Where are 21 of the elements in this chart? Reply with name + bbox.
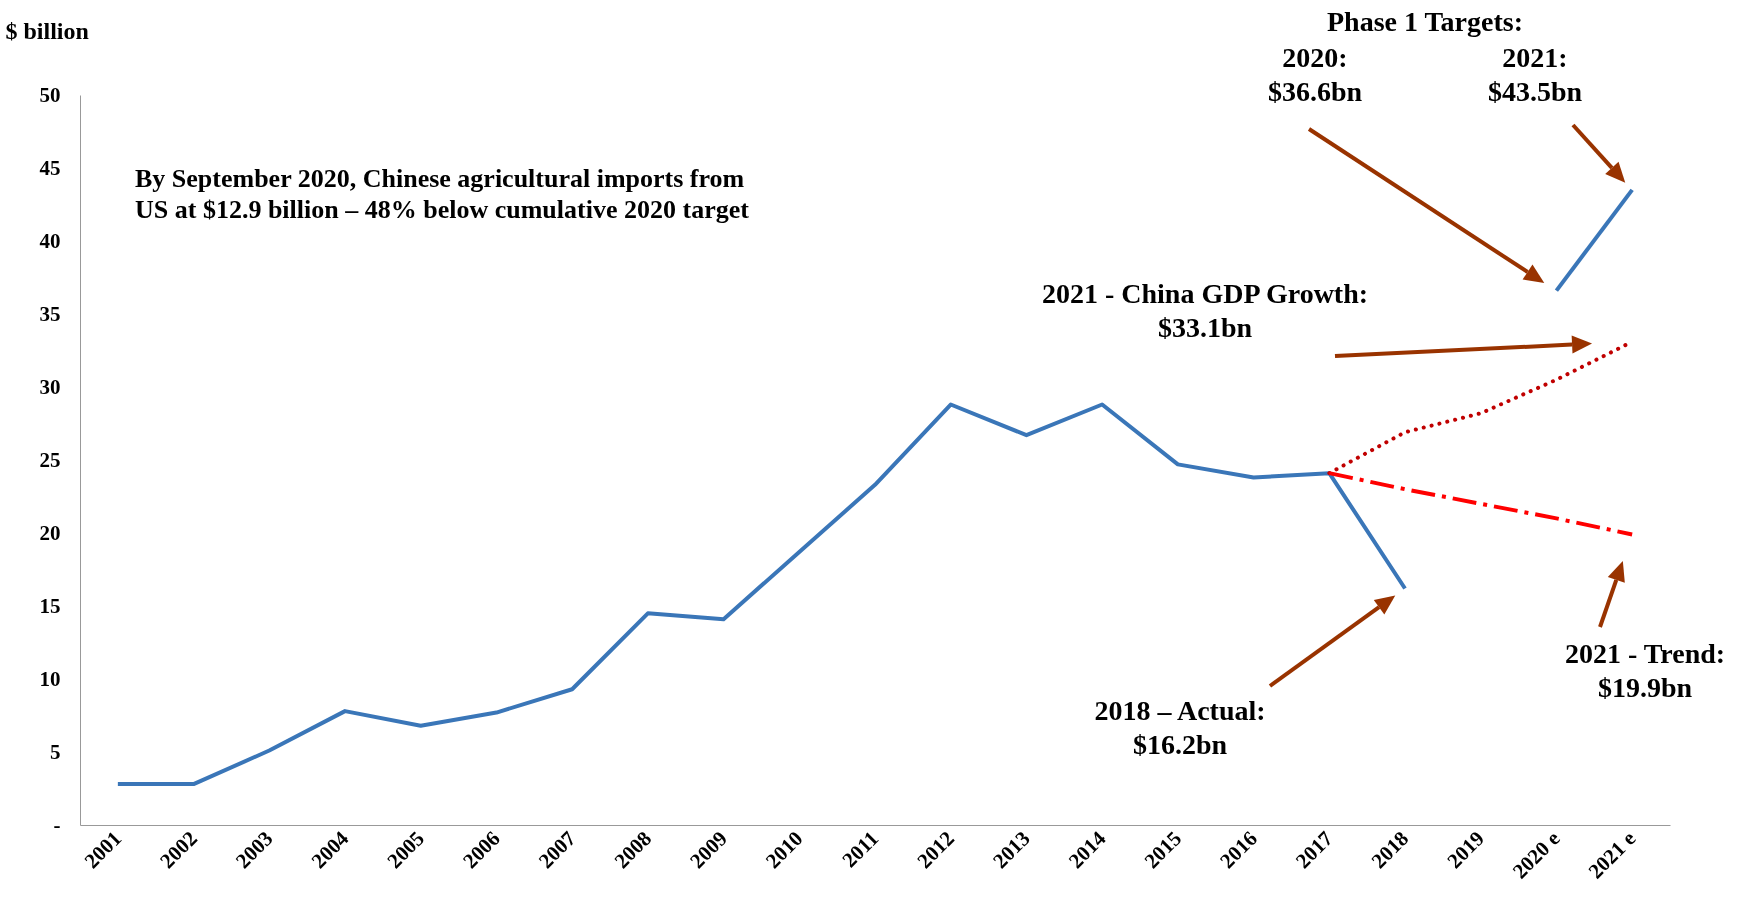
y-tick-label: 15 <box>39 593 61 618</box>
line-series <box>1327 471 1635 537</box>
annotation: By September 2020, Chinese agricultural imports from US at $12.9 billion – 48% below cumulative 2020 target <box>135 164 750 225</box>
y-tick-label: 40 <box>39 228 61 253</box>
annotation: 2021 - Trend: $19.9bn <box>1564 638 1726 703</box>
y-tick-label: 20 <box>39 520 61 545</box>
text: Phase 1 Targets: <box>1327 6 1523 37</box>
y-tick-label: 10 <box>39 666 61 691</box>
y-tick-label: 35 <box>39 301 61 326</box>
y-axis-title: $ billion <box>5 17 89 44</box>
y-tick-label: - <box>53 812 61 837</box>
annotation: 2021: $43.5bn <box>1487 42 1583 107</box>
line-series <box>115 402 1407 787</box>
annotation: 2021 - China GDP Growth: $33.1bn <box>1041 278 1369 343</box>
y-tick-label: 5 <box>50 739 61 764</box>
y-tick-label: 45 <box>39 155 61 180</box>
y-tick-label: 25 <box>39 447 61 472</box>
annotation: 2020: $36.6bn <box>1267 42 1363 107</box>
y-tick-label: 30 <box>39 374 61 399</box>
y-tick-label: 50 <box>39 82 61 107</box>
annotation: 2018 – Actual: $16.2bn <box>1094 695 1266 760</box>
